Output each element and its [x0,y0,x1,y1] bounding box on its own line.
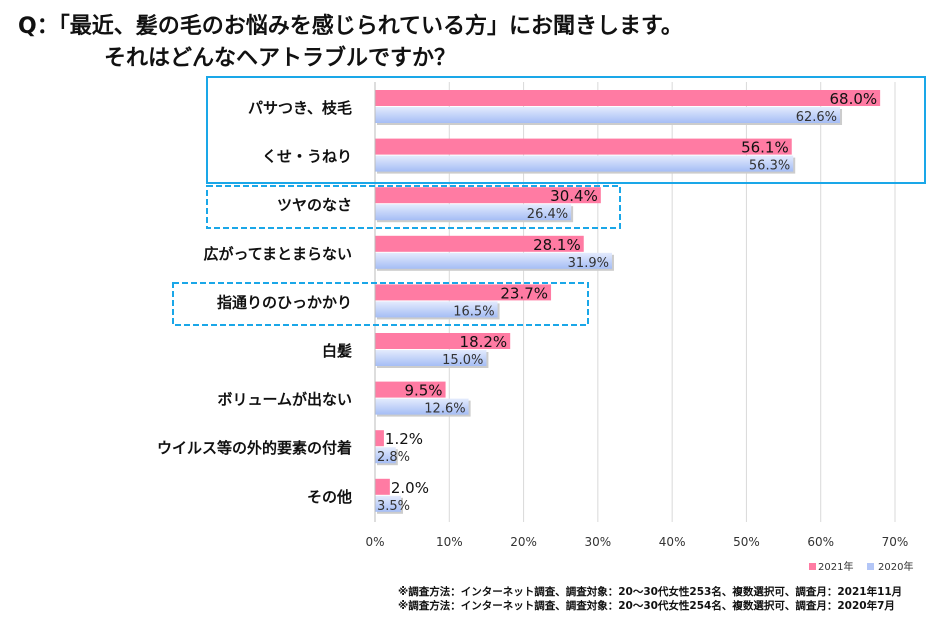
bar-2020 [375,447,396,464]
data-label-2021: 18.2% [460,333,508,351]
x-tick-label: 0% [365,535,384,549]
bar-2020 [375,252,612,269]
data-label-2021: 56.1% [741,139,789,157]
category-label: パサつき、枝毛 [248,99,352,117]
data-label-2020: 16.5% [453,304,494,319]
bar-2020 [375,495,401,512]
category-label: ボリュームが出ない [217,391,352,409]
survey-note-2021: ※調査方法：インターネット調査、調査対象：20～30代女性253名、複数選択可、… [398,586,903,598]
legend-swatch-2020 [867,563,874,570]
data-label-2020: 62.6% [796,110,837,125]
category-label: 広がってまとまらない [203,245,352,263]
highlight-box-tsuya [206,185,621,229]
x-tick-label: 60% [807,535,834,549]
bar-2021 [375,478,390,495]
data-label-2021: 23.7% [500,284,548,302]
data-label-2020: 3.5% [377,499,410,514]
bar-2021 [375,430,384,447]
category-label: 指通りのひっかかり [217,293,352,311]
data-label-2021: 2.0% [391,479,429,497]
x-tick-label: 20% [510,535,537,549]
category-label: その他 [307,488,352,506]
bar-2020 [375,301,498,318]
data-label-2021: 1.2% [385,430,423,448]
category-label: ツヤのなさ [277,196,352,214]
category-label: ウイルス等の外的要素の付着 [157,439,352,457]
x-tick-label: 30% [585,535,612,549]
bar-2020 [375,107,841,123]
highlight-box-yubidori [172,282,589,326]
x-tick-label: 40% [659,535,686,549]
bar-2021 [375,381,446,398]
data-label-2020: 12.6% [424,402,465,417]
data-label-2021: 30.4% [550,187,598,205]
data-label-2020: 15.0% [442,353,483,368]
bar-2021 [375,333,511,349]
category-label: くせ・うねり [262,148,352,166]
bar-2020 [375,350,487,366]
x-tick-label: 50% [733,535,760,549]
bar-2021 [375,187,601,204]
bar-2021 [375,90,881,106]
category-label: 白髪 [322,342,352,360]
x-tick-label: 10% [436,535,463,549]
data-label-2020: 31.9% [568,256,609,271]
data-label-2021: 68.0% [829,90,877,108]
legend-swatch-2021 [809,563,816,570]
data-label-2020: 56.3% [749,159,790,174]
data-label-2020: 26.4% [527,207,568,222]
chart-title-line2: それはどんなヘアトラブルですか？ [104,46,457,71]
bar-2020 [375,398,469,415]
data-label-2020: 2.8% [377,450,410,465]
bar-2021 [375,138,792,155]
x-tick-label: 70% [882,535,909,549]
highlight-box-top2 [206,76,926,184]
legend-label-2021: 2021年 [818,560,853,573]
bar-2020 [375,155,794,172]
data-label-2021: 9.5% [404,382,442,400]
chart-title-line1: Q：「最近、髪の毛のお悩みを感じられている方」にお聞きします。 [18,14,683,39]
survey-note-2020: ※調査方法：インターネット調査、調査対象：20～30代女性254名、複数選択可、… [398,600,895,612]
legend-label-2020: 2020年 [878,560,913,573]
bar-2021 [375,284,552,301]
bar-2021 [375,235,584,252]
bar-2020 [375,204,572,221]
data-label-2021: 28.1% [533,236,581,254]
